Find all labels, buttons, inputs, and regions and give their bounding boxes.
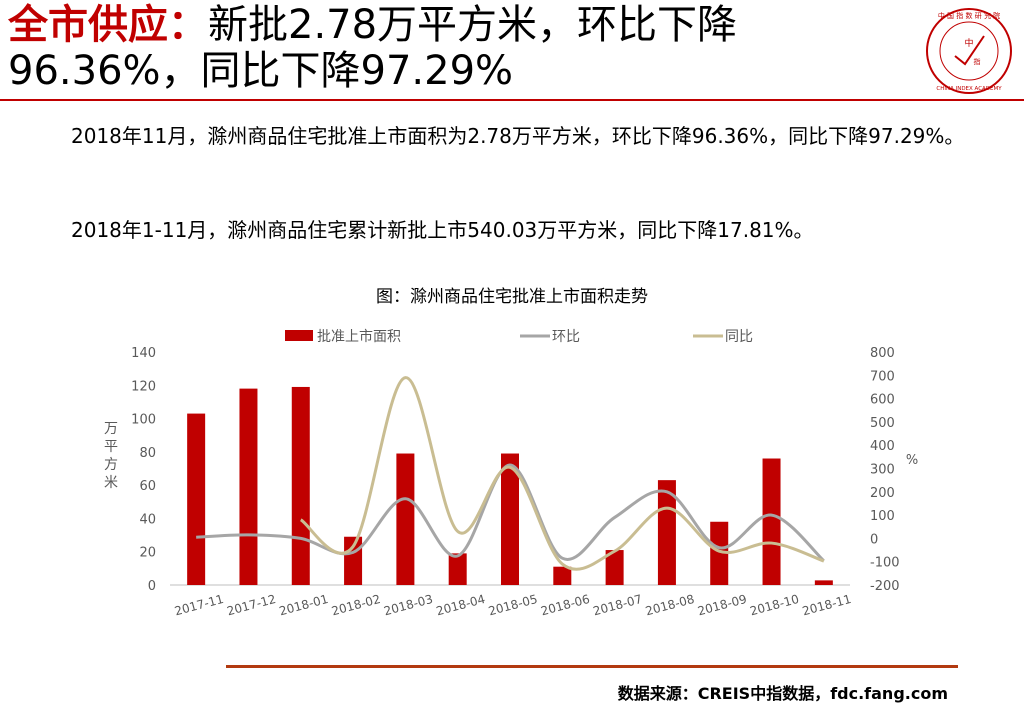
bar-approved-area (762, 458, 781, 585)
y-left-axis-label-char: 平 (104, 439, 118, 455)
y-left-tick-label: 60 (139, 479, 156, 494)
y-left-tick-label: 120 (131, 379, 156, 394)
y-right-tick-label: 300 (870, 463, 895, 478)
chart-title: 图：滁州商品住宅批准上市面积走势 (376, 287, 648, 307)
y-right-tick-label: 500 (870, 416, 895, 431)
y-left-tick-label: 140 (131, 346, 156, 361)
y-left-tick-label: 80 (139, 446, 156, 461)
title-divider (0, 99, 1024, 101)
data-source: 数据来源：CREIS中指数据，fdc.fang.com (617, 684, 948, 703)
y-right-tick-label: 800 (870, 346, 895, 361)
y-right-tick-label: 400 (870, 439, 895, 454)
y-left-axis-label-char: 米 (104, 475, 118, 491)
y-left-tick-label: 20 (139, 546, 156, 561)
bar-approved-area (187, 413, 206, 585)
china-index-academy-logo: 中 指 中 国 指 数 研 究 院 CHINA INDEX ACADEMY (926, 8, 1012, 94)
legend-approved-area-label: 批准上市面积 (317, 328, 401, 345)
footer-divider (226, 665, 958, 668)
title-rest: 新批2.78万平方米，环比下降96.36%，同比下降97.29% (8, 2, 738, 94)
y-left-axis-label-char: 万 (104, 421, 118, 437)
bar-approved-area (239, 388, 258, 585)
svg-text:中 国 指 数 研 究 院: 中 国 指 数 研 究 院 (938, 11, 1000, 20)
bar-approved-area (553, 566, 572, 585)
x-tick-label: 2018-11 (801, 592, 853, 619)
y-left-tick-label: 40 (139, 512, 156, 527)
paragraph-monthly: 2018年11月，滁州商品住宅批准上市面积为2.78万平方米，环比下降96.36… (71, 124, 965, 148)
bar-approved-area (396, 453, 415, 585)
x-tick-label: 2018-07 (592, 592, 644, 619)
y-right-tick-label: 0 (870, 532, 878, 547)
x-tick-label: 2018-02 (330, 592, 382, 619)
title-lead: 全市供应： (8, 2, 208, 48)
x-tick-label: 2017-12 (225, 592, 277, 619)
line-yoy (299, 376, 825, 571)
y-left-tick-label: 100 (131, 413, 156, 428)
legend-approved-area-swatch (285, 330, 313, 341)
y-right-tick-label: 600 (870, 393, 895, 408)
y-right-tick-label: 100 (870, 509, 895, 524)
bar-approved-area (657, 480, 676, 585)
x-tick-label: 2018-09 (696, 592, 748, 619)
bar-approved-area (448, 553, 467, 585)
y-right-tick-label: 200 (870, 486, 895, 501)
bar-approved-area (291, 386, 310, 585)
paragraph-cumulative: 2018年1-11月，滁州商品住宅累计新批上市540.03万平方米，同比下降17… (71, 218, 814, 242)
y-right-axis-label: % (906, 453, 918, 468)
y-right-tick-label: -200 (870, 579, 900, 594)
bar-approved-area (501, 453, 519, 585)
x-tick-label: 2018-05 (487, 592, 539, 619)
svg-text:中: 中 (964, 37, 973, 49)
bar-approved-area (814, 580, 833, 585)
x-tick-label: 2018-01 (278, 592, 330, 619)
y-left-axis-label-char: 方 (104, 457, 118, 473)
bar-approved-area (605, 550, 624, 585)
x-tick-label: 2018-10 (748, 592, 800, 619)
x-tick-label: 2018-03 (382, 592, 434, 619)
bar-approved-area (710, 521, 729, 585)
y-left-tick-label: 0 (148, 579, 156, 594)
legend-mom-label: 环比 (552, 329, 580, 345)
x-tick-label: 2017-11 (173, 592, 225, 619)
svg-text:CHINA INDEX ACADEMY: CHINA INDEX ACADEMY (936, 86, 1002, 92)
x-tick-label: 2018-06 (539, 592, 591, 619)
x-tick-label: 2018-04 (435, 592, 487, 619)
x-tick-label: 2018-08 (644, 592, 696, 619)
svg-text:指: 指 (974, 57, 981, 66)
y-right-tick-label: -100 (870, 556, 900, 571)
page-title: 全市供应：新批2.78万平方米，环比下降96.36%，同比下降97.29% (8, 2, 918, 94)
legend-yoy-label: 同比 (725, 329, 753, 345)
line-mom (196, 463, 825, 562)
y-right-tick-label: 700 (870, 369, 895, 384)
